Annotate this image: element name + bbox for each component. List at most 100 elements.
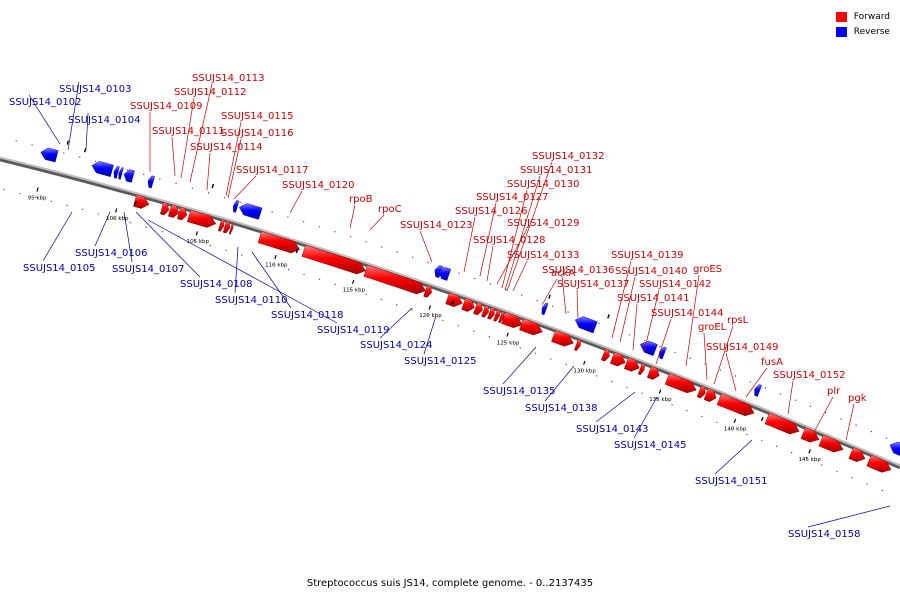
gene-plr-glyph	[818, 434, 844, 453]
ruler-minor-dot	[380, 298, 382, 301]
gene-rpoc-glyph	[363, 264, 426, 295]
leader-line-ssujs14_0133	[512, 260, 528, 292]
gene-label-ssujs14_0115: SSUJS14_0115	[221, 111, 294, 122]
ruler-minor-dot	[129, 221, 131, 224]
ruler-minor-dot	[536, 300, 538, 302]
gene-label-ssujs14_0107: SSUJS14_0107	[112, 264, 185, 275]
gene-label-ssujs14_0116: SSUJS14_0116	[221, 128, 294, 139]
gene-ssujs14_0118-glyph	[239, 203, 263, 220]
ruler-minor-dot	[225, 249, 227, 251]
leader-line-plr	[813, 396, 834, 433]
ruler-major-tick	[658, 389, 662, 394]
gene-label-ssujs14_0142: SSUJS14_0142	[639, 279, 712, 290]
ruler-minor-dot	[79, 156, 81, 158]
ruler-minor-dot	[659, 345, 661, 348]
gene-label-ssujs14_0151: SSUJS14_0151	[695, 476, 768, 487]
gene-label-ssujs14_0141: SSUJS14_0141	[617, 293, 690, 304]
gene-label-ssujs14_0138: SSUJS14_0138	[525, 403, 598, 414]
leader-line-ssujs14_0104	[85, 112, 89, 151]
ruler-minor-dot	[191, 187, 194, 189]
gene-label-ssujs14_0137: SSUJS14_0137	[557, 279, 630, 290]
gene-rpob-glyph	[301, 244, 367, 275]
leader-line-ssujs14_0149	[725, 352, 737, 392]
gene-pgk-glyph	[848, 447, 866, 462]
leader-line-ssujs14_0132	[506, 161, 553, 292]
ruler-major-tick	[506, 332, 509, 337]
ruler-minor-dot	[809, 405, 812, 408]
gene-ssujs14_0115-glyph	[217, 219, 225, 232]
gene-label-ssujs14_0133: SSUJS14_0133	[507, 250, 580, 261]
ruler-minor-dot	[671, 404, 673, 406]
gene-label-ssujs14_0140: SSUJS14_0140	[615, 266, 688, 277]
ruler-minor-dot	[365, 241, 367, 243]
gene-ssujs14_0111-glyph	[160, 202, 170, 216]
leader-line-ssujs14_0118	[251, 251, 292, 309]
gene-ssujs14_0135-glyph	[541, 302, 549, 316]
ruler-minor-dot	[427, 261, 429, 264]
gene-label-ssujs14_0143: SSUJS14_0143	[576, 424, 649, 435]
ruler-minor-dot	[50, 200, 52, 203]
gene-unlabeled-marker	[211, 183, 215, 189]
ruler-minor-dot	[674, 351, 676, 354]
ruler-minor-dot	[223, 197, 226, 199]
gene-ssujs14_0112-glyph	[168, 204, 180, 218]
gene-rpsl-glyph	[703, 388, 717, 403]
ruler-minor-dot	[505, 288, 507, 291]
ruler-minor-dot	[381, 246, 383, 248]
leader-line-ssujs14_0131	[504, 175, 541, 291]
ruler-minor-dot	[504, 341, 506, 343]
leader-line-groel	[703, 332, 708, 381]
reverse-swatch-icon	[835, 26, 847, 37]
gene-label-ssujs14_0123: SSUJS14_0123	[400, 220, 473, 231]
leader-line-ssujs14_0128	[486, 245, 494, 282]
gene-label-ssujs14_0139: SSUJS14_0139	[611, 250, 684, 261]
leader-line-ssujs14_0144	[655, 318, 672, 365]
ruler-minor-dot	[790, 451, 793, 454]
ruler-tick-label: 95 kbp	[28, 195, 47, 201]
gene-label-rpsl: rpsL	[727, 315, 749, 326]
gene-label-ssujs14_0103: SSUJS14_0103	[59, 84, 132, 95]
gene-ssujs14_0129-glyph	[481, 304, 489, 318]
gene-label-acka: ackA	[551, 268, 575, 279]
ruler-major-tick	[428, 305, 432, 310]
ruler-minor-dot	[126, 169, 128, 171]
ruler-minor-dot	[551, 305, 554, 307]
ruler-minor-dot	[15, 140, 17, 142]
ruler-minor-dot	[207, 192, 210, 194]
leader-line-ssujs14_0120	[289, 190, 303, 214]
genome-caption: Streptococcus suis JS14, complete genome…	[306, 578, 594, 589]
ruler-minor-dot	[776, 445, 778, 448]
gene-label-groes: groES	[693, 264, 722, 275]
gene-label-ssujs14_0125: SSUJS14_0125	[404, 356, 477, 367]
leader-line-ssujs14_0113	[189, 83, 213, 183]
leader-line-groes	[685, 274, 700, 367]
leader-line-fusa	[745, 367, 768, 398]
legend-item-forward: Forward	[835, 9, 890, 24]
ruler-minor-dot	[611, 380, 613, 383]
leader-line-ssujs14_0152	[787, 380, 794, 415]
gene-ssujs14_0103-glyph	[66, 140, 69, 145]
leader-line-ssujs14_0140	[619, 276, 636, 343]
gene-label-rpob: rpoB	[349, 194, 373, 205]
ruler-tick-label: 125 kbp	[497, 340, 520, 346]
ruler-minor-dot	[193, 240, 196, 242]
leader-line-ssujs14_0158	[807, 505, 891, 528]
gene-ssujs14_0142-glyph	[637, 362, 645, 376]
leader-line-ssujs14_0145	[633, 396, 658, 439]
forward-swatch-icon	[835, 11, 847, 22]
ruler-tick-label: 145 kbp	[799, 457, 822, 463]
ruler-minor-dot	[303, 273, 305, 276]
ruler-minor-dot	[145, 226, 147, 228]
ruler-minor-dot	[411, 256, 414, 258]
ruler-minor-dot	[626, 386, 628, 389]
gene-label-ssujs14_0102: SSUJS14_0102	[9, 97, 82, 108]
legend-item-reverse: Reverse	[835, 24, 890, 39]
leader-line-ssujs14_0119	[147, 219, 338, 324]
leader-line-ssujs14_0102	[28, 94, 61, 145]
gene-labels: SSUJS14_0102 SSUJS14_0103 SSUJS14_0104 SSUJ…	[9, 73, 891, 540]
gene-label-ssujs14_0114: SSUJS14_0114	[190, 142, 263, 153]
gene-label-ssujs14_0106: SSUJS14_0106	[75, 248, 148, 259]
leader-line-ssujs14_0151	[714, 439, 753, 475]
gene-ssujs14_0136-glyph	[551, 330, 574, 347]
ruler-minor-dot	[521, 294, 523, 296]
